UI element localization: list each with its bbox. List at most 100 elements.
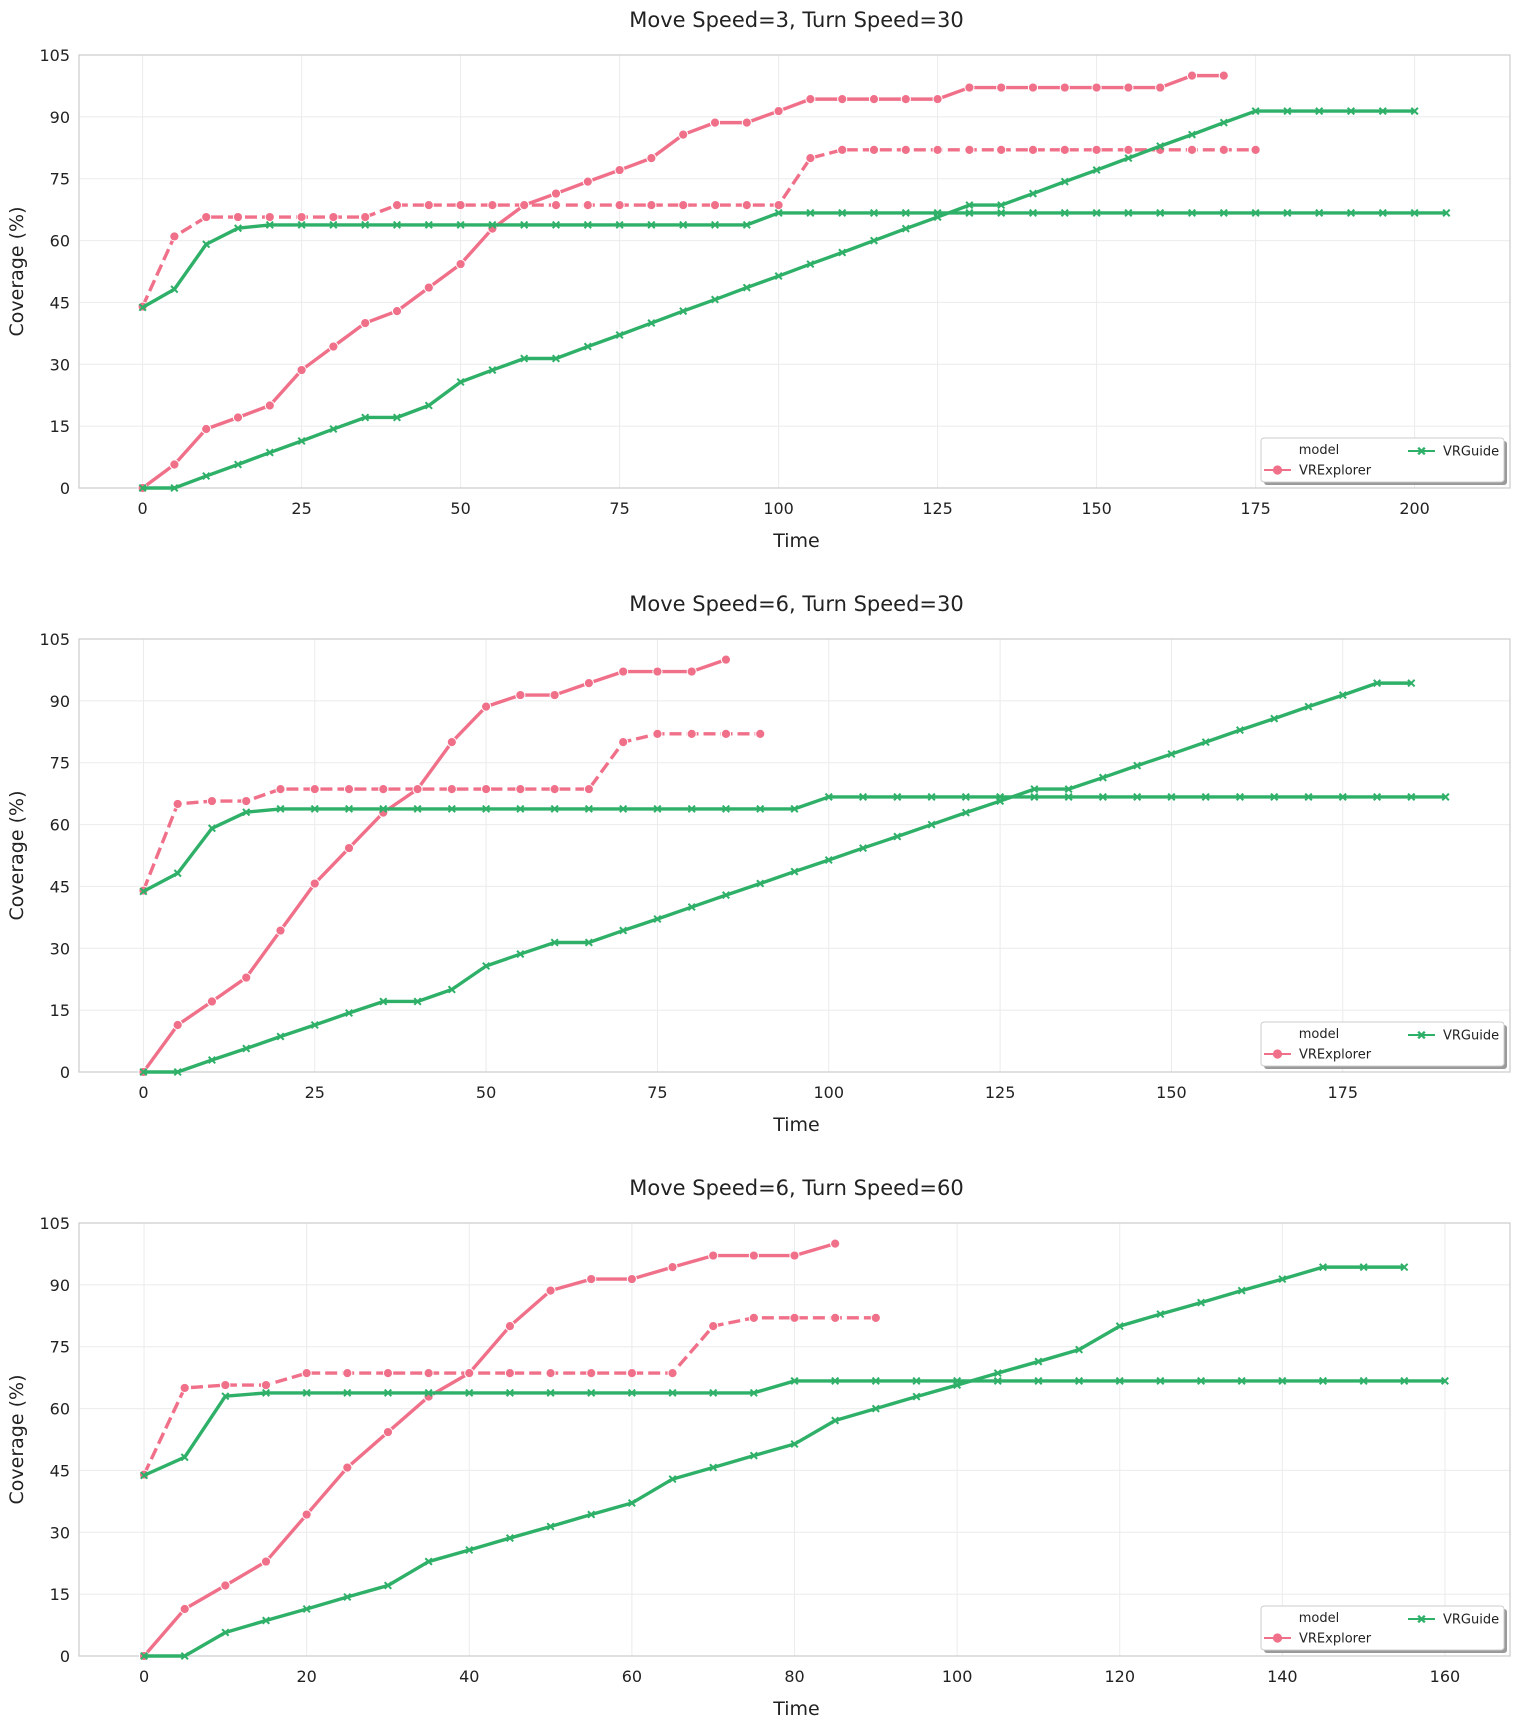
data-point xyxy=(824,856,833,865)
data-point xyxy=(139,887,148,896)
y-tick-label: 60 xyxy=(50,232,70,251)
x-tick-label: 50 xyxy=(450,499,470,518)
data-point xyxy=(423,1368,434,1379)
data-point xyxy=(709,1463,718,1472)
data-point xyxy=(310,804,319,813)
data-point xyxy=(361,413,370,422)
data-point xyxy=(1338,691,1347,700)
data-point xyxy=(260,1556,272,1567)
gridlines xyxy=(79,1222,1510,1657)
y-tick-label: 15 xyxy=(50,1585,70,1604)
data-point xyxy=(831,1416,840,1425)
legend-label: VRGuide xyxy=(1443,1029,1499,1044)
data-point xyxy=(1346,107,1356,116)
data-point xyxy=(614,164,625,176)
chart-title: Move Speed=6, Turn Speed=30 xyxy=(629,592,963,616)
data-point xyxy=(587,1388,596,1397)
data-point xyxy=(487,200,498,211)
data-point xyxy=(1059,82,1070,93)
data-point xyxy=(447,985,456,994)
data-point xyxy=(893,832,902,841)
data-point xyxy=(1441,792,1450,801)
data-point xyxy=(297,220,306,229)
series-vrexplorer-1 xyxy=(137,70,1229,494)
data-point xyxy=(1115,1376,1124,1385)
y-tick-label: 45 xyxy=(50,877,70,896)
data-point xyxy=(1028,189,1038,198)
series-line xyxy=(141,732,761,892)
x-tick-label: 125 xyxy=(985,1083,1016,1102)
x-tick-label: 125 xyxy=(922,499,953,518)
data-point xyxy=(838,248,847,257)
data-point xyxy=(139,1067,148,1077)
data-point xyxy=(140,1651,149,1661)
data-point xyxy=(901,208,910,217)
data-point xyxy=(1237,1286,1246,1295)
data-point xyxy=(830,1312,841,1323)
data-point xyxy=(1115,1322,1124,1331)
data-point xyxy=(505,1388,514,1397)
data-point xyxy=(546,1388,555,1397)
data-point xyxy=(173,869,182,878)
y-tick-label: 90 xyxy=(50,692,70,711)
data-point xyxy=(824,792,833,801)
x-tick-label: 60 xyxy=(622,1667,642,1686)
legend-title: model xyxy=(1299,443,1339,458)
data-point xyxy=(1338,792,1347,801)
x-tick-label: 175 xyxy=(1240,499,1271,518)
data-point xyxy=(392,413,402,422)
data-point xyxy=(756,804,765,813)
data-point xyxy=(1304,702,1313,711)
data-point xyxy=(233,460,243,469)
y-tick-label: 30 xyxy=(50,939,70,958)
x-tick-label: 120 xyxy=(1104,1667,1135,1686)
data-point xyxy=(993,1369,1002,1378)
data-point xyxy=(1186,70,1198,81)
x-axis-label: Time xyxy=(772,530,820,552)
series-line xyxy=(141,148,1256,308)
plot-frame xyxy=(78,54,1511,489)
data-point xyxy=(379,804,388,813)
x-tick-label: 75 xyxy=(647,1083,667,1102)
data-point xyxy=(789,1312,800,1323)
series-line xyxy=(142,795,1446,893)
x-tick-label: 75 xyxy=(609,499,629,518)
data-point xyxy=(456,220,465,229)
data-point xyxy=(710,295,720,304)
data-point xyxy=(615,330,624,340)
data-point xyxy=(180,1651,189,1661)
series-vrguide-3 xyxy=(139,679,1416,1077)
data-point xyxy=(710,220,720,229)
y-tick-label: 75 xyxy=(50,1338,70,1357)
data-point xyxy=(1235,726,1244,735)
data-point xyxy=(806,260,815,269)
data-point xyxy=(545,1368,556,1379)
data-point xyxy=(173,1067,182,1077)
x-tick-label: 50 xyxy=(476,1083,496,1102)
data-point xyxy=(961,808,970,817)
y-tick-label: 30 xyxy=(50,355,70,374)
data-point xyxy=(933,208,942,217)
data-point xyxy=(859,844,868,853)
data-point xyxy=(1027,144,1039,155)
chart-title: Move Speed=3, Turn Speed=30 xyxy=(629,8,963,32)
data-point xyxy=(1156,142,1165,151)
legend-title: model xyxy=(1299,1027,1339,1042)
data-point xyxy=(360,211,371,223)
y-tick-label: 0 xyxy=(60,1063,70,1082)
data-point xyxy=(871,1376,880,1385)
data-point xyxy=(424,1388,433,1397)
x-tick-label: 80 xyxy=(784,1667,804,1686)
data-point xyxy=(242,1044,251,1053)
data-point xyxy=(742,283,751,292)
data-point xyxy=(1201,792,1210,801)
data-point xyxy=(221,1628,230,1637)
data-point xyxy=(379,997,388,1006)
y-tick-label: 45 xyxy=(50,1461,70,1480)
data-point xyxy=(615,220,624,229)
legend-box xyxy=(1260,437,1505,483)
data-point xyxy=(207,824,216,833)
data-point xyxy=(1091,82,1102,93)
data-point xyxy=(1156,1310,1165,1319)
data-point xyxy=(1092,208,1101,217)
